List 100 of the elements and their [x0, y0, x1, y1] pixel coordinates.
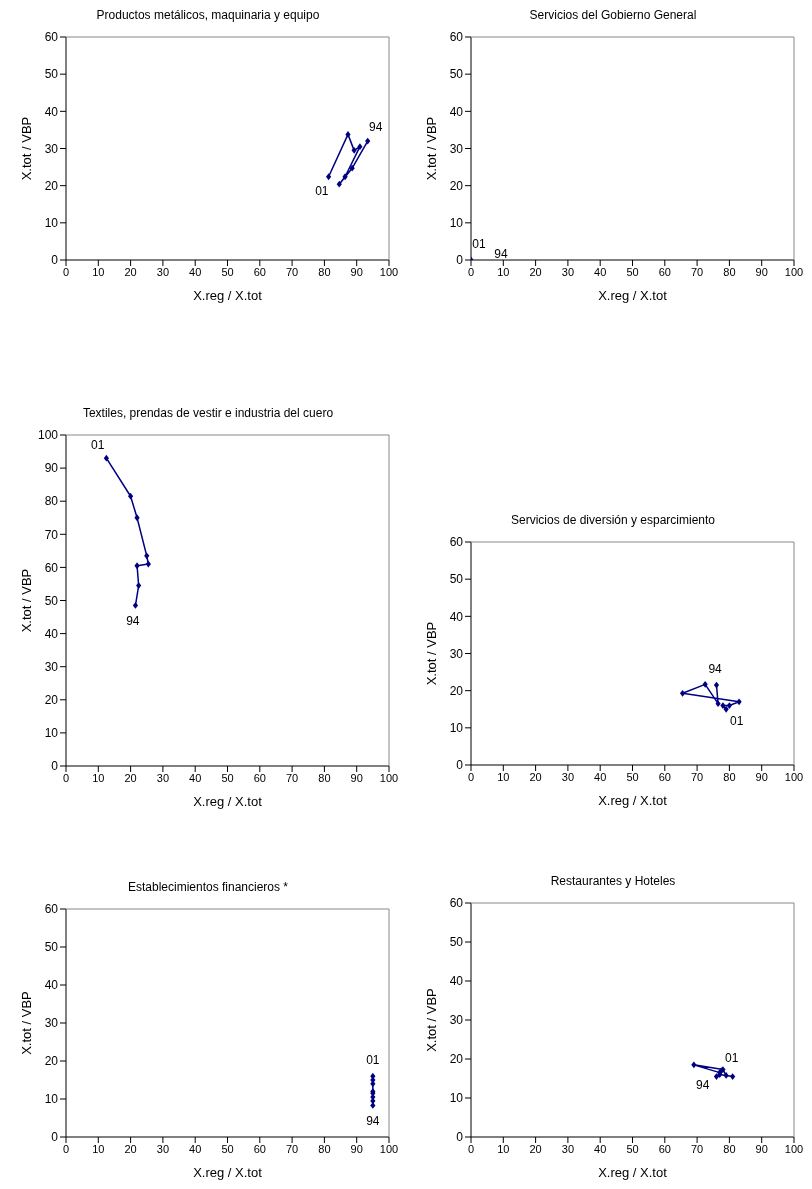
- point: [136, 582, 142, 589]
- y-tick-label: 10: [449, 1091, 464, 1106]
- x-tick-label: 40: [594, 1142, 607, 1155]
- x-tick-label: 10: [92, 265, 105, 278]
- point: [679, 689, 686, 697]
- x-axis-title: X.reg / X.tot: [598, 288, 668, 303]
- x-tick-label: 80: [723, 1142, 736, 1155]
- point: [713, 681, 720, 689]
- x-axis-title: X.reg / X.tot: [193, 794, 263, 809]
- x-tick-label: 90: [755, 770, 768, 783]
- x-tick-label: 20: [124, 1142, 137, 1155]
- x-tick-label: 40: [594, 265, 607, 278]
- point: [715, 700, 721, 708]
- y-axis-title: X.tot / VBP: [18, 116, 34, 181]
- x-tick-label: 0: [467, 1142, 475, 1155]
- x-tick-label: 30: [561, 1142, 575, 1155]
- x-tick-label: 0: [62, 265, 70, 278]
- x-tick-label: 80: [318, 265, 331, 278]
- y-tick-label: 20: [44, 693, 59, 708]
- y-tick-label: 60: [449, 896, 464, 911]
- y-tick-label: 50: [44, 593, 59, 608]
- y-tick-label: 10: [44, 1092, 59, 1107]
- x-tick-label: 50: [626, 1142, 639, 1155]
- y-tick-label: 10: [449, 216, 464, 231]
- y-tick-label: 40: [449, 974, 464, 989]
- x-tick-label: 10: [497, 1142, 510, 1155]
- y-tick-label: 40: [44, 626, 59, 641]
- point: [145, 560, 151, 568]
- x-tick-label: 0: [62, 771, 70, 784]
- x-tick-label: 60: [658, 770, 671, 783]
- x-tick-label: 60: [658, 1142, 671, 1155]
- y-tick-label: 40: [44, 978, 59, 993]
- x-tick-label: 30: [561, 770, 575, 783]
- x-tick-label: 50: [221, 265, 234, 278]
- x-tick-label: 0: [62, 1142, 70, 1155]
- y-tick-label: 30: [449, 646, 464, 661]
- y-tick-label: 20: [449, 683, 464, 698]
- x-tick-label: 0: [467, 265, 475, 278]
- y-tick-label: 20: [44, 178, 59, 193]
- annotation: 94: [494, 247, 508, 261]
- x-tick-label: 70: [690, 770, 704, 783]
- x-tick-label: 100: [379, 265, 399, 278]
- x-tick-label: 40: [594, 770, 607, 783]
- y-tick-label: 0: [456, 1130, 464, 1145]
- x-tick-label: 10: [92, 1142, 105, 1155]
- x-tick-label: 20: [124, 265, 137, 278]
- annotation: 01: [724, 1051, 739, 1066]
- x-tick-label: 90: [350, 1142, 363, 1155]
- x-tick-label: 80: [318, 771, 331, 784]
- x-tick-label: 50: [221, 771, 234, 784]
- y-tick-label: 0: [51, 253, 59, 268]
- x-tick-label: 70: [285, 1142, 299, 1155]
- x-tick-label: 40: [189, 1142, 202, 1155]
- y-tick-label: 30: [44, 1016, 59, 1031]
- y-axis-title: X.tot / VBP: [423, 621, 439, 686]
- x-tick-label: 100: [379, 771, 399, 784]
- y-tick-label: 50: [449, 67, 464, 82]
- annotation: 94: [369, 120, 383, 135]
- point: [713, 1073, 720, 1080]
- y-tick-label: 50: [449, 572, 464, 587]
- x-tick-label: 30: [561, 265, 575, 278]
- y-tick-label: 60: [44, 902, 59, 917]
- x-tick-label: 80: [723, 770, 736, 783]
- point: [726, 702, 732, 709]
- x-tick-label: 100: [379, 1142, 399, 1155]
- x-axis-title: X.reg / X.tot: [598, 793, 668, 808]
- y-axis-title: X.tot / VBP: [423, 988, 439, 1052]
- y-tick-label: 50: [44, 67, 59, 82]
- chart-title: Textiles, prendas de vestir e industria del cuero: [81, 406, 335, 422]
- x-tick-label: 20: [529, 1142, 542, 1155]
- point: [730, 1073, 736, 1080]
- chart-title: Establecimientos financieros *: [126, 880, 290, 896]
- x-tick-label: 90: [350, 265, 363, 278]
- point: [370, 1072, 376, 1080]
- y-tick-label: 0: [51, 1130, 59, 1145]
- y-tick-label: 60: [44, 560, 59, 575]
- point: [134, 514, 140, 522]
- y-tick-label: 90: [44, 461, 59, 476]
- point: [134, 562, 140, 570]
- y-tick-label: 20: [449, 178, 464, 193]
- point: [103, 454, 109, 462]
- annotation: 01: [366, 1053, 380, 1068]
- x-tick-label: 40: [189, 265, 202, 278]
- annotation: 94: [696, 1077, 710, 1092]
- point: [336, 180, 342, 188]
- annotation: 94: [126, 614, 140, 629]
- point: [723, 705, 729, 713]
- y-tick-label: 10: [449, 721, 464, 736]
- x-tick-label: 50: [221, 1142, 234, 1155]
- x-tick-label: 30: [156, 1142, 170, 1155]
- y-tick-label: 0: [456, 758, 464, 773]
- x-tick-label: 80: [723, 265, 736, 278]
- x-tick-label: 100: [784, 770, 804, 783]
- x-tick-label: 100: [784, 1142, 804, 1155]
- y-tick-label: 20: [44, 1054, 59, 1069]
- chart-title: Restaurantes y Hoteles: [549, 874, 677, 890]
- x-tick-label: 20: [529, 770, 542, 783]
- point: [736, 698, 742, 706]
- point: [723, 1072, 729, 1079]
- y-axis-title: X.tot / VBP: [18, 568, 34, 633]
